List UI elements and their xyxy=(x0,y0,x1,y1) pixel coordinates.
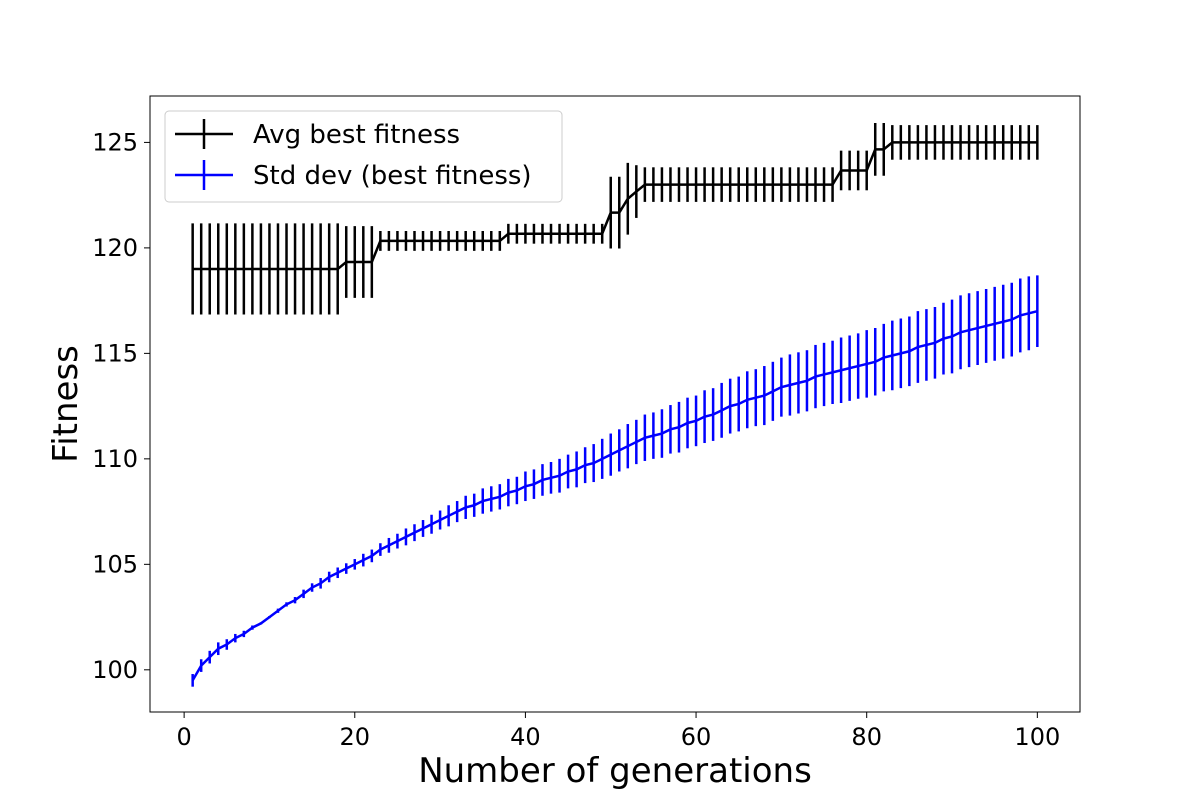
y-tick-label: 100 xyxy=(92,656,138,684)
y-tick-label: 105 xyxy=(92,550,138,578)
y-tick-label: 115 xyxy=(92,339,138,367)
x-tick-label: 80 xyxy=(851,723,882,751)
legend: Avg best fitness Std dev (best fitness) xyxy=(164,110,563,203)
series-1 xyxy=(191,275,1039,687)
legend-entry-avg-best-fitness: Avg best fitness xyxy=(175,119,460,150)
x-tick-label: 60 xyxy=(681,723,712,751)
x-tick-label: 0 xyxy=(176,723,191,751)
series-line xyxy=(192,141,1038,271)
legend-entry-std-dev: Std dev (best fitness) xyxy=(175,160,532,191)
series-0 xyxy=(191,123,1039,315)
legend-box xyxy=(164,110,563,203)
y-tick-label: 110 xyxy=(92,445,138,473)
axis-ticks: 0 20 40 60 80 100 100 105 110 115 120 125 xyxy=(92,128,1060,751)
x-tick-label: 40 xyxy=(510,723,541,751)
y-tick-label: 125 xyxy=(92,128,138,156)
x-tick-label: 100 xyxy=(1014,723,1060,751)
series-layer xyxy=(191,123,1039,687)
series-line xyxy=(191,309,1038,681)
x-axis-label: Number of generations xyxy=(418,751,812,791)
x-tick-label: 20 xyxy=(339,723,370,751)
plot-area-frame xyxy=(149,95,1081,713)
legend-label: Std dev (best fitness) xyxy=(253,161,532,191)
y-axis-label: Fitness xyxy=(46,345,86,463)
y-tick-label: 120 xyxy=(92,234,138,262)
legend-label: Avg best fitness xyxy=(253,120,460,150)
